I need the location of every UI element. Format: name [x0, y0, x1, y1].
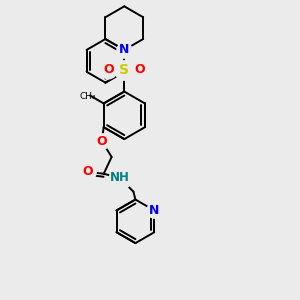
Text: O: O: [103, 63, 114, 76]
Text: CH₃: CH₃: [80, 92, 96, 101]
Text: O: O: [82, 165, 93, 178]
Text: S: S: [119, 63, 129, 77]
Text: N: N: [149, 204, 160, 217]
Text: O: O: [135, 63, 146, 76]
Text: NH: NH: [110, 171, 130, 184]
Text: O: O: [96, 135, 107, 148]
Text: N: N: [119, 44, 130, 56]
